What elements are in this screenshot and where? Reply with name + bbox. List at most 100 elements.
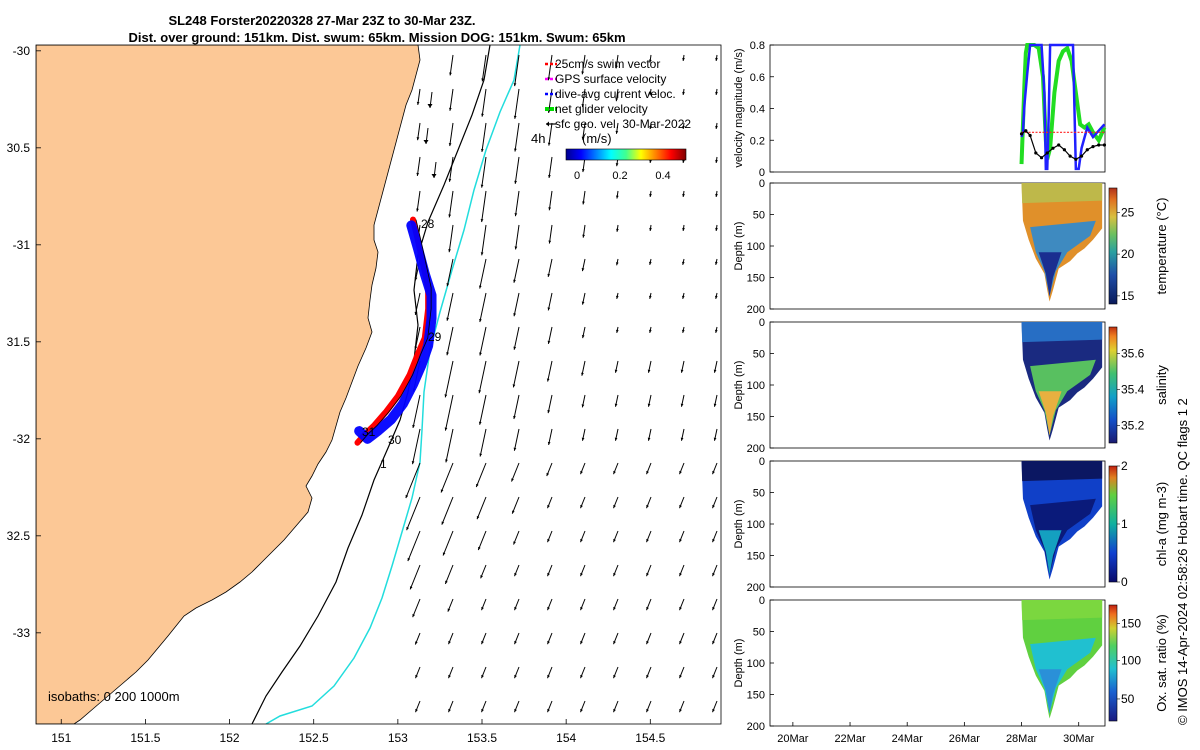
geo-velocity-arrow <box>714 326 718 333</box>
velocity-ylabel: velocity magnitude (m/s) <box>733 48 745 167</box>
geo-velocity-arrow <box>682 122 685 130</box>
geo-velocity-arrow <box>682 224 685 232</box>
geo-velocity-arrow <box>416 122 421 141</box>
geo-velocity-arrow <box>514 224 520 250</box>
geo-velocity-arrow <box>480 190 487 223</box>
geo-velocity-arrow <box>649 122 652 130</box>
geo-velocity-arrow <box>616 224 619 232</box>
day-label: 31 <box>362 425 376 439</box>
geo-velocity-arrow <box>580 666 586 679</box>
velocity-point <box>1091 145 1095 149</box>
geo-velocity-arrow <box>581 122 586 140</box>
geo-velocity-arrow <box>546 360 553 382</box>
map-ytick-label: -33 <box>13 626 31 640</box>
geo-velocity-arrow <box>682 54 685 62</box>
geo-velocity-arrow <box>412 394 421 429</box>
geo-velocity-arrow <box>479 326 487 356</box>
chla-ytick-label: 150 <box>747 551 765 563</box>
day-label: 28 <box>421 217 435 231</box>
geo-velocity-arrow <box>448 88 454 111</box>
geo-velocity-arrow <box>582 190 586 205</box>
chla-panel: 0 50 100 150 200 Depth (m) 0 1 2 chl-a (mg m-3) <box>733 456 1169 594</box>
map-xtick-label: 154 <box>556 731 576 745</box>
time-xtick-label: 22Mar <box>834 733 866 745</box>
geo-velocity-arrow <box>581 88 586 108</box>
geo-velocity-arrow <box>680 394 685 407</box>
geo-velocity-arrow <box>712 666 718 679</box>
geo-velocity-arrow <box>615 88 619 102</box>
geo-velocity-arrow <box>580 564 586 577</box>
geo-velocity-arrow <box>414 292 421 316</box>
chart-title-line2: Dist. over ground: 151km. Dist. swum: 65… <box>128 30 625 45</box>
salinity-ytick-label: 0 <box>759 317 765 329</box>
geo-velocity-arrow <box>712 598 718 611</box>
geo-velocity-arrow <box>547 258 553 278</box>
track-path <box>360 219 432 443</box>
velocity-ytick-label: 0.4 <box>750 104 765 116</box>
temperature-ytick-label: 50 <box>753 210 765 222</box>
geo-velocity-arrow <box>548 190 553 211</box>
geo-velocity-arrow <box>715 224 718 232</box>
velocity-point <box>1028 133 1032 138</box>
geo-velocity-arrow <box>478 360 487 394</box>
geo-velocity-arrow <box>547 292 553 311</box>
temperature-panel: 0 50 100 150 200 Depth (m) 15 20 25 temperature (… <box>733 178 1169 316</box>
geo-velocity-arrow <box>513 428 520 451</box>
chla-cb-tick-label: 0 <box>1121 575 1128 589</box>
velocity-point <box>1019 132 1024 136</box>
geo-velocity-arrow <box>582 224 586 238</box>
geo-velocity-arrow <box>681 326 685 333</box>
geo-velocity-arrow <box>448 190 454 218</box>
legend-label: net glider velocity <box>555 102 648 116</box>
geo-velocity-arrow <box>679 700 685 713</box>
velocity-point <box>1045 151 1049 155</box>
geo-velocity-arrow <box>449 54 454 76</box>
geo-velocity-arrow <box>580 598 586 611</box>
oxygen-ytick-label: 50 <box>753 627 765 639</box>
geo-velocity-arrow <box>613 598 619 611</box>
colorbar-gradient <box>565 148 687 161</box>
legend-swatch-head <box>546 121 549 127</box>
geo-velocity-arrow <box>712 700 718 713</box>
temperature-ytick-label: 0 <box>759 178 765 190</box>
geo-velocity-arrow <box>580 632 586 645</box>
credit-text: © IMOS 14-Apr-2024 02:58:26 Hobart time.… <box>1175 398 1190 725</box>
geo-velocity-arrow <box>679 598 685 611</box>
geo-velocity-arrow <box>581 326 586 339</box>
geo-velocity-arrow <box>615 122 619 134</box>
geo-velocity-arrow <box>615 292 619 299</box>
geo-velocity-arrow <box>448 666 454 679</box>
geo-velocity-arrow <box>423 127 429 145</box>
geo-velocity-arrow <box>481 88 487 117</box>
geo-velocity-arrow <box>615 326 619 333</box>
geo-velocity-arrow <box>448 700 454 713</box>
geo-velocity-arrow <box>514 122 520 152</box>
oxygen-cb-label: Ox. sat. ratio (%) <box>1154 614 1169 712</box>
geo-velocity-arrow <box>548 156 553 179</box>
salinity-cb-tick-label: 35.4 <box>1121 383 1145 397</box>
chla-cb-tick-label: 2 <box>1121 459 1128 473</box>
map-ytick-label: -30 <box>13 44 31 58</box>
geo-velocity-arrow <box>613 700 619 713</box>
geo-velocity-arrow <box>446 326 454 356</box>
geo-velocity-arrow <box>415 666 421 679</box>
geo-velocity-arrow <box>715 54 718 62</box>
oxygen-section-core <box>1038 669 1062 714</box>
velocity-point <box>1024 129 1028 133</box>
track-current-vectors <box>354 220 437 444</box>
geo-velocity-arrow <box>647 360 652 373</box>
isobath-1000m <box>265 45 521 724</box>
geo-velocity-arrow <box>581 428 586 441</box>
geo-velocity-arrow <box>444 360 454 398</box>
time-xtick-label: 24Mar <box>892 733 924 745</box>
geo-velocity-arrow <box>478 258 487 289</box>
oxygen-cb-tick-label: 50 <box>1121 692 1135 706</box>
geo-velocity-arrow <box>427 91 433 109</box>
geo-velocity-arrow <box>613 530 619 543</box>
temperature-ytick-label: 150 <box>747 273 765 285</box>
geo-velocity-arrow <box>547 122 553 146</box>
geo-velocity-arrow <box>615 258 619 266</box>
geo-velocity-arrow <box>581 54 586 75</box>
chla-colorbar <box>1108 465 1118 583</box>
geo-velocity-arrow <box>442 530 454 556</box>
